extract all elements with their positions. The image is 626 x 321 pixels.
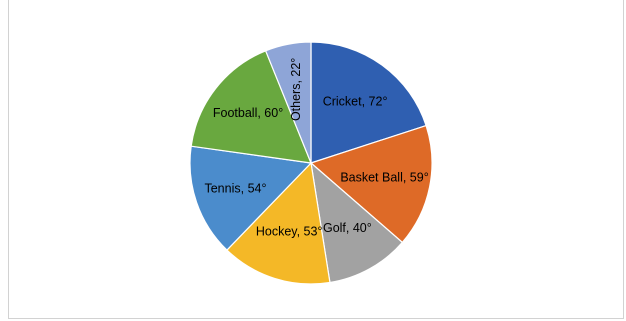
- pie-slice-golf: [310, 161, 404, 284]
- pie-slice-cricket: [310, 41, 427, 164]
- pie-slice-basket-ball: [309, 124, 433, 244]
- pie-slice-tennis: [189, 145, 313, 251]
- pie-slice-hockey: [226, 161, 331, 285]
- pie-label-hockey: Hockey, 53°: [256, 225, 323, 239]
- pie-slice-others: [264, 41, 312, 164]
- pie-slice-football: [190, 50, 312, 164]
- pie-label-tennis: Tennis, 54°: [204, 181, 266, 195]
- pie-label-others: Others, 22°: [289, 58, 303, 121]
- pie-label-golf: Golf, 40°: [323, 221, 372, 235]
- pie-label-football: Football, 60°: [213, 106, 283, 120]
- pie-slices: [189, 41, 433, 285]
- chart-frame: [8, 0, 624, 319]
- pie-label-cricket: Cricket, 72°: [323, 95, 388, 109]
- pie-labels: Cricket, 72° Basket Ball, 59° Golf, 40°Hoc…: [204, 58, 428, 239]
- pie-label-basket-ball: Basket Ball, 59°: [340, 170, 428, 184]
